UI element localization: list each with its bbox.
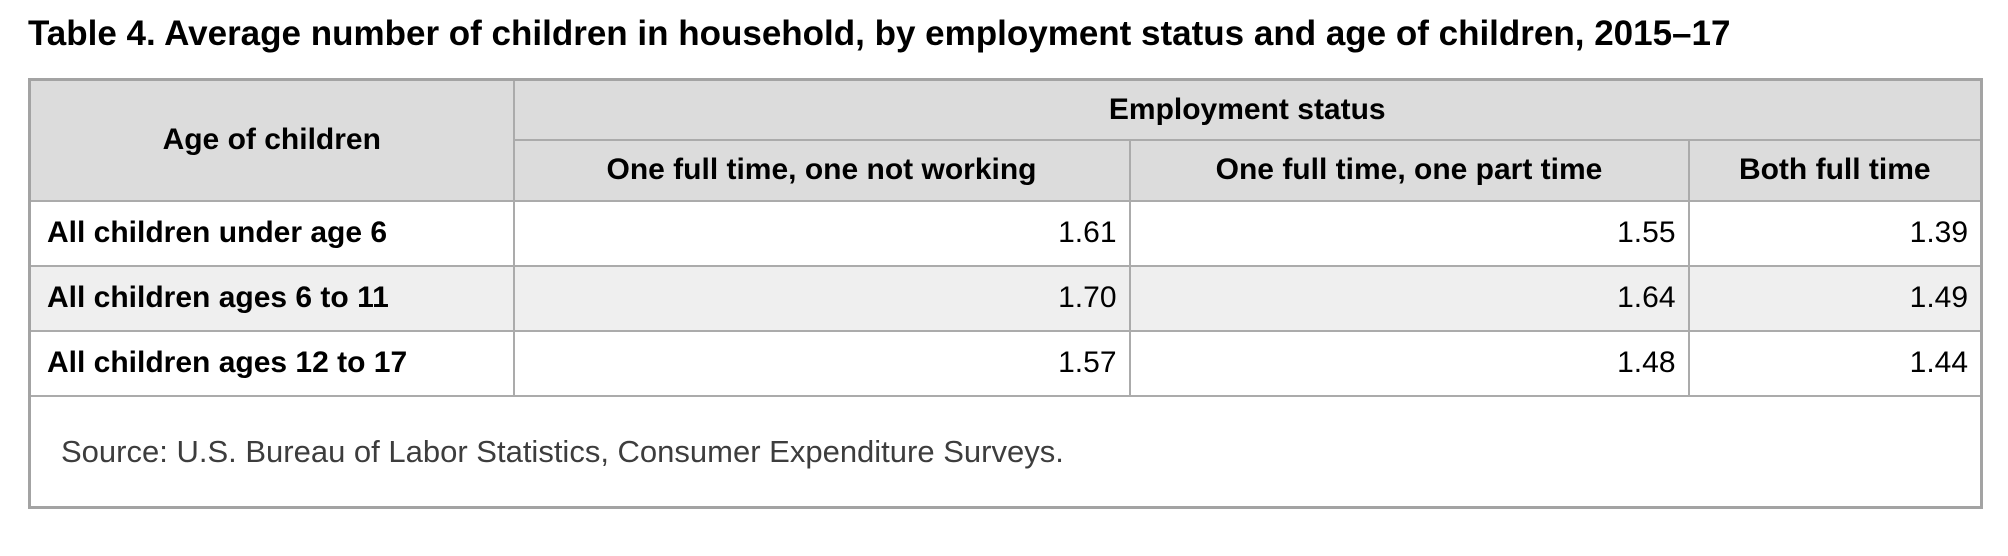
col-header-both-full-time: Both full time bbox=[1687, 138, 1983, 202]
group-header-employment-status: Employment status bbox=[512, 78, 1983, 141]
page: Table 4. Average number of children in h… bbox=[28, 14, 1984, 509]
value-cell: 1.64 bbox=[1128, 264, 1690, 332]
row-label-ages-6-to-11: All children ages 6 to 11 bbox=[28, 264, 515, 332]
header-row-columns: One full time, one not working One full … bbox=[30, 138, 1983, 202]
table-row-ages-6-to-11: All children ages 6 to 11 1.70 1.64 1.49 bbox=[28, 264, 1983, 332]
table-footer-row: Source: U.S. Bureau of Labor Statistics,… bbox=[28, 394, 1983, 509]
value-cell: 1.55 bbox=[1128, 199, 1690, 267]
table-title: Table 4. Average number of children in h… bbox=[28, 14, 1731, 53]
value-cell: 1.48 bbox=[1128, 329, 1690, 397]
value-cell: 1.49 bbox=[1687, 264, 1983, 332]
value-cell: 1.61 bbox=[512, 199, 1131, 267]
data-table: Age of children Employment status One fu… bbox=[28, 78, 1984, 509]
col-header-age-of-children: Age of children bbox=[28, 78, 515, 202]
value-cell: 1.39 bbox=[1687, 199, 1983, 267]
header-row-group: Age of children Employment status bbox=[28, 78, 1983, 202]
value-cell: 1.57 bbox=[512, 329, 1131, 397]
col-header-one-full-time-one-not-working: One full time, one not working bbox=[512, 138, 1131, 202]
value-cell: 1.70 bbox=[512, 264, 1131, 332]
table-row-under-age-6: All children under age 6 1.61 1.55 1.39 bbox=[28, 199, 1983, 267]
row-label-ages-12-to-17: All children ages 12 to 17 bbox=[28, 329, 515, 397]
table-row-ages-12-to-17: All children ages 12 to 17 1.57 1.48 1.4… bbox=[28, 329, 1983, 397]
col-header-one-full-time-one-part-time: One full time, one part time bbox=[1128, 138, 1690, 202]
source-note: Source: U.S. Bureau of Labor Statistics,… bbox=[28, 394, 1983, 509]
value-cell: 1.44 bbox=[1687, 329, 1983, 397]
row-label-under-age-6: All children under age 6 bbox=[28, 199, 515, 267]
